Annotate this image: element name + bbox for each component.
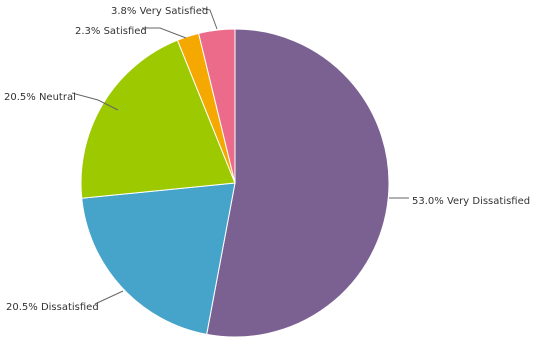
- slice-label-satisfied: 2.3% Satisfied: [75, 26, 147, 37]
- slice-labels: 53.0% Very Dissatisfied 20.5% Dissatisfie…: [4, 6, 530, 313]
- pie-slice-very-satisfied[interactable]: [198, 28, 236, 184]
- label-leaders: [71, 7, 409, 305]
- pie-slice-neutral[interactable]: [80, 39, 236, 199]
- leader-line-very-satisfied: [201, 7, 218, 30]
- slice-label-dissatisfied: 20.5% Dissatisfied: [6, 302, 99, 313]
- slice-label-neutral: 20.5% Neutral: [4, 92, 76, 103]
- leader-line-dissatisfied: [94, 290, 124, 305]
- slice-label-very-dissatisfied: 53.0% Very Dissatisfied: [412, 196, 530, 207]
- leader-line-satisfied: [142, 27, 187, 39]
- leader-line-neutral: [71, 92, 119, 111]
- pie-slice-dissatisfied[interactable]: [81, 182, 236, 335]
- pie-slices: [80, 28, 390, 338]
- pie-slice-very-dissatisfied[interactable]: [206, 28, 390, 338]
- slice-label-very-satisfied: 3.8% Very Satisfied: [111, 6, 208, 17]
